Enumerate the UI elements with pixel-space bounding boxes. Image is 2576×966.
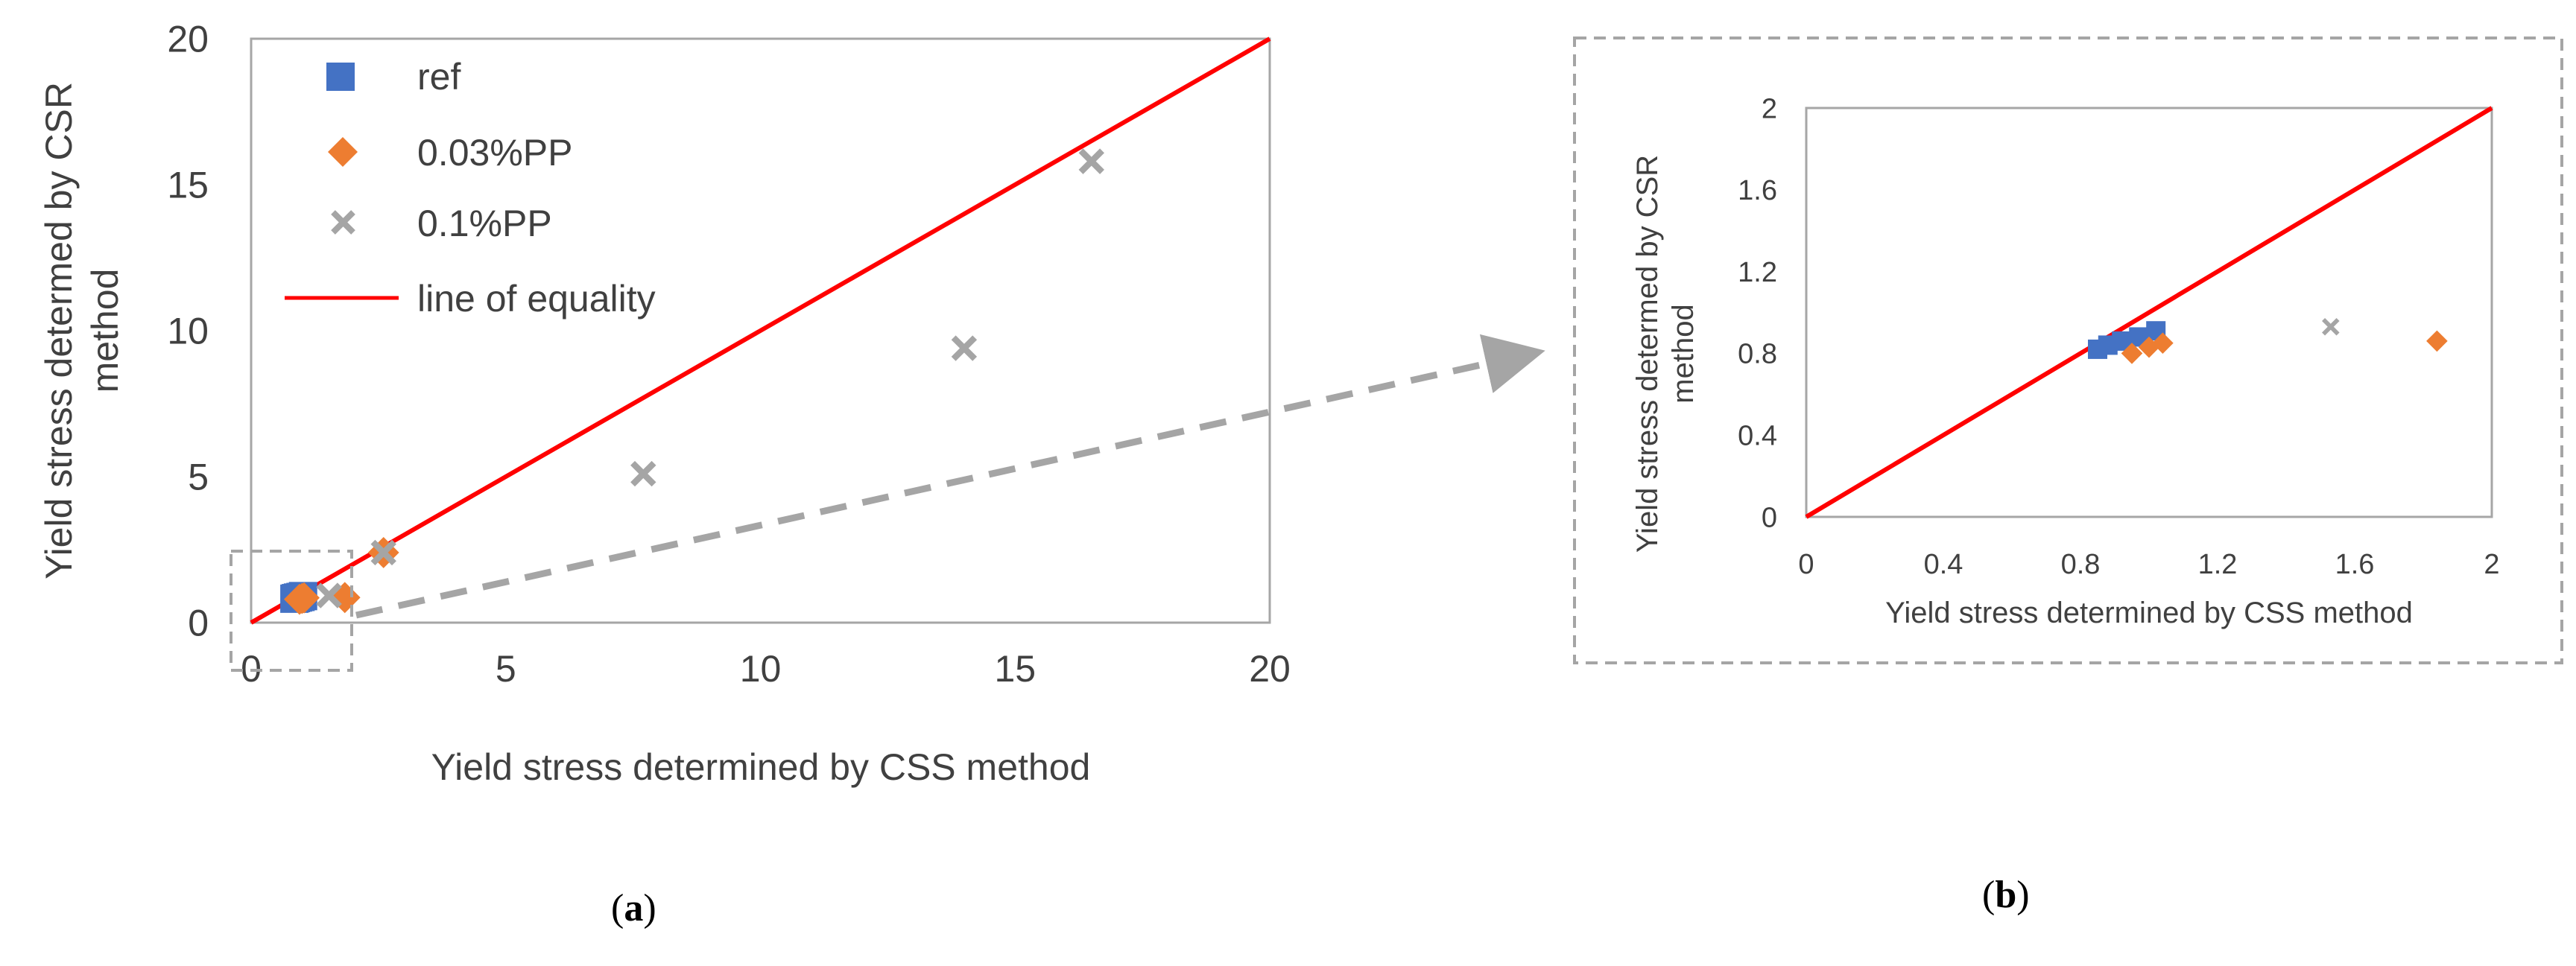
panel-label-b: (b) xyxy=(1982,874,2030,916)
y-tick-label-b-0: 0 xyxy=(1762,502,1777,533)
point-b-s1-3 xyxy=(2426,330,2448,352)
y-tick-label-a-4: 20 xyxy=(167,19,209,60)
legend-marker-ref xyxy=(326,63,355,91)
y-tick-labels-a: 0 5 10 15 20 xyxy=(167,19,209,644)
x-tick-labels-b: 0 0.4 0.8 1.2 1.6 2 xyxy=(1798,549,2499,580)
x-tick-label-a-2: 10 xyxy=(740,648,782,690)
x-tick-labels-a: 0 5 10 15 20 xyxy=(241,648,1291,690)
zoom-arrow xyxy=(355,334,1545,619)
x-axis-label-a: Yield stress determined by CSS method xyxy=(431,746,1091,788)
panel-label-a: (a) xyxy=(611,887,656,930)
data-marks-b xyxy=(2088,317,2448,364)
series-line-equality-b xyxy=(1805,106,2493,519)
legend-label-0.03pp: 0.03%PP xyxy=(417,132,572,174)
y-tick-label-a-0: 0 xyxy=(188,603,209,644)
legend-marker-0.1pp xyxy=(331,210,355,235)
chart-panel-b: 0 0.4 0.8 1.2 1.6 2 0 0.4 0.8 1.2 1.6 2 Yield stre… xyxy=(1573,36,2563,664)
x-tick-label-a-1: 5 xyxy=(496,648,516,690)
x-tick-label-b-5: 2 xyxy=(2484,549,2499,580)
y-tick-label-a-1: 5 xyxy=(188,457,209,498)
y-tick-label-b-3: 1.2 xyxy=(1738,257,1777,288)
y-axis-label-line1-b: Yield stress determed by CSR xyxy=(1631,155,1664,553)
x-tick-label-b-2: 0.8 xyxy=(2061,549,2101,580)
x-tick-label-b-0: 0 xyxy=(1798,549,1814,580)
y-tick-label-b-2: 0.8 xyxy=(1738,339,1777,370)
chart-panel-a: 0 5 10 15 20 0 5 10 15 20 Yield stress determine… xyxy=(38,19,1545,788)
x-tick-label-b-1: 0.4 xyxy=(1924,549,1963,580)
x-tick-label-b-3: 1.2 xyxy=(2198,549,2238,580)
legend-label-ref: ref xyxy=(417,56,461,98)
y-tick-label-a-2: 10 xyxy=(167,311,209,352)
x-axis-label-b: Yield stress determined by CSS method xyxy=(1885,597,2413,629)
y-axis-label-line2-a: method xyxy=(84,269,126,393)
y-axis-label-line2-b: method xyxy=(1667,304,1700,403)
point-b-s1-0 xyxy=(2121,343,2143,364)
legend-a: ref 0.03%PP 0.1%PP line of equality xyxy=(285,56,656,320)
point-a-s2-1 xyxy=(370,539,396,566)
zoom-region-box xyxy=(230,550,353,672)
point-a-s2-0 xyxy=(316,582,342,608)
legend-marker-0.03pp xyxy=(328,137,358,167)
y-tick-labels-b: 0 0.4 0.8 1.2 1.6 2 xyxy=(1738,93,1777,533)
point-b-s1-2 xyxy=(2152,332,2174,354)
legend-label-equality: line of equality xyxy=(417,278,656,320)
equality-line-b xyxy=(1805,106,2493,519)
y-axis-label-line1-a: Yield stress determed by CSR xyxy=(38,82,80,579)
y-tick-label-b-4: 1.6 xyxy=(1738,175,1777,206)
equality-line-a xyxy=(250,36,1271,625)
point-a-s2-4 xyxy=(1078,148,1104,174)
x-tick-label-b-4: 1.6 xyxy=(2335,549,2375,580)
x-tick-label-a-3: 15 xyxy=(994,648,1036,690)
point-b-s2-0 xyxy=(2322,317,2340,336)
point-a-s2-3 xyxy=(951,335,978,361)
point-a-s2-2 xyxy=(630,460,656,487)
legend-label-0.1pp: 0.1%PP xyxy=(417,203,552,244)
series-line-equality-a xyxy=(250,36,1271,625)
data-marks-a xyxy=(280,148,1104,615)
point-a-s1-2 xyxy=(288,582,320,614)
y-tick-label-a-3: 15 xyxy=(167,165,209,206)
y-tick-label-b-5: 2 xyxy=(1762,93,1777,124)
panel-label-a-letter: a xyxy=(624,887,644,930)
x-tick-label-a-4: 20 xyxy=(1249,648,1291,690)
panel-label-b-letter: b xyxy=(1995,874,2017,916)
y-tick-label-b-1: 0.4 xyxy=(1738,421,1777,452)
